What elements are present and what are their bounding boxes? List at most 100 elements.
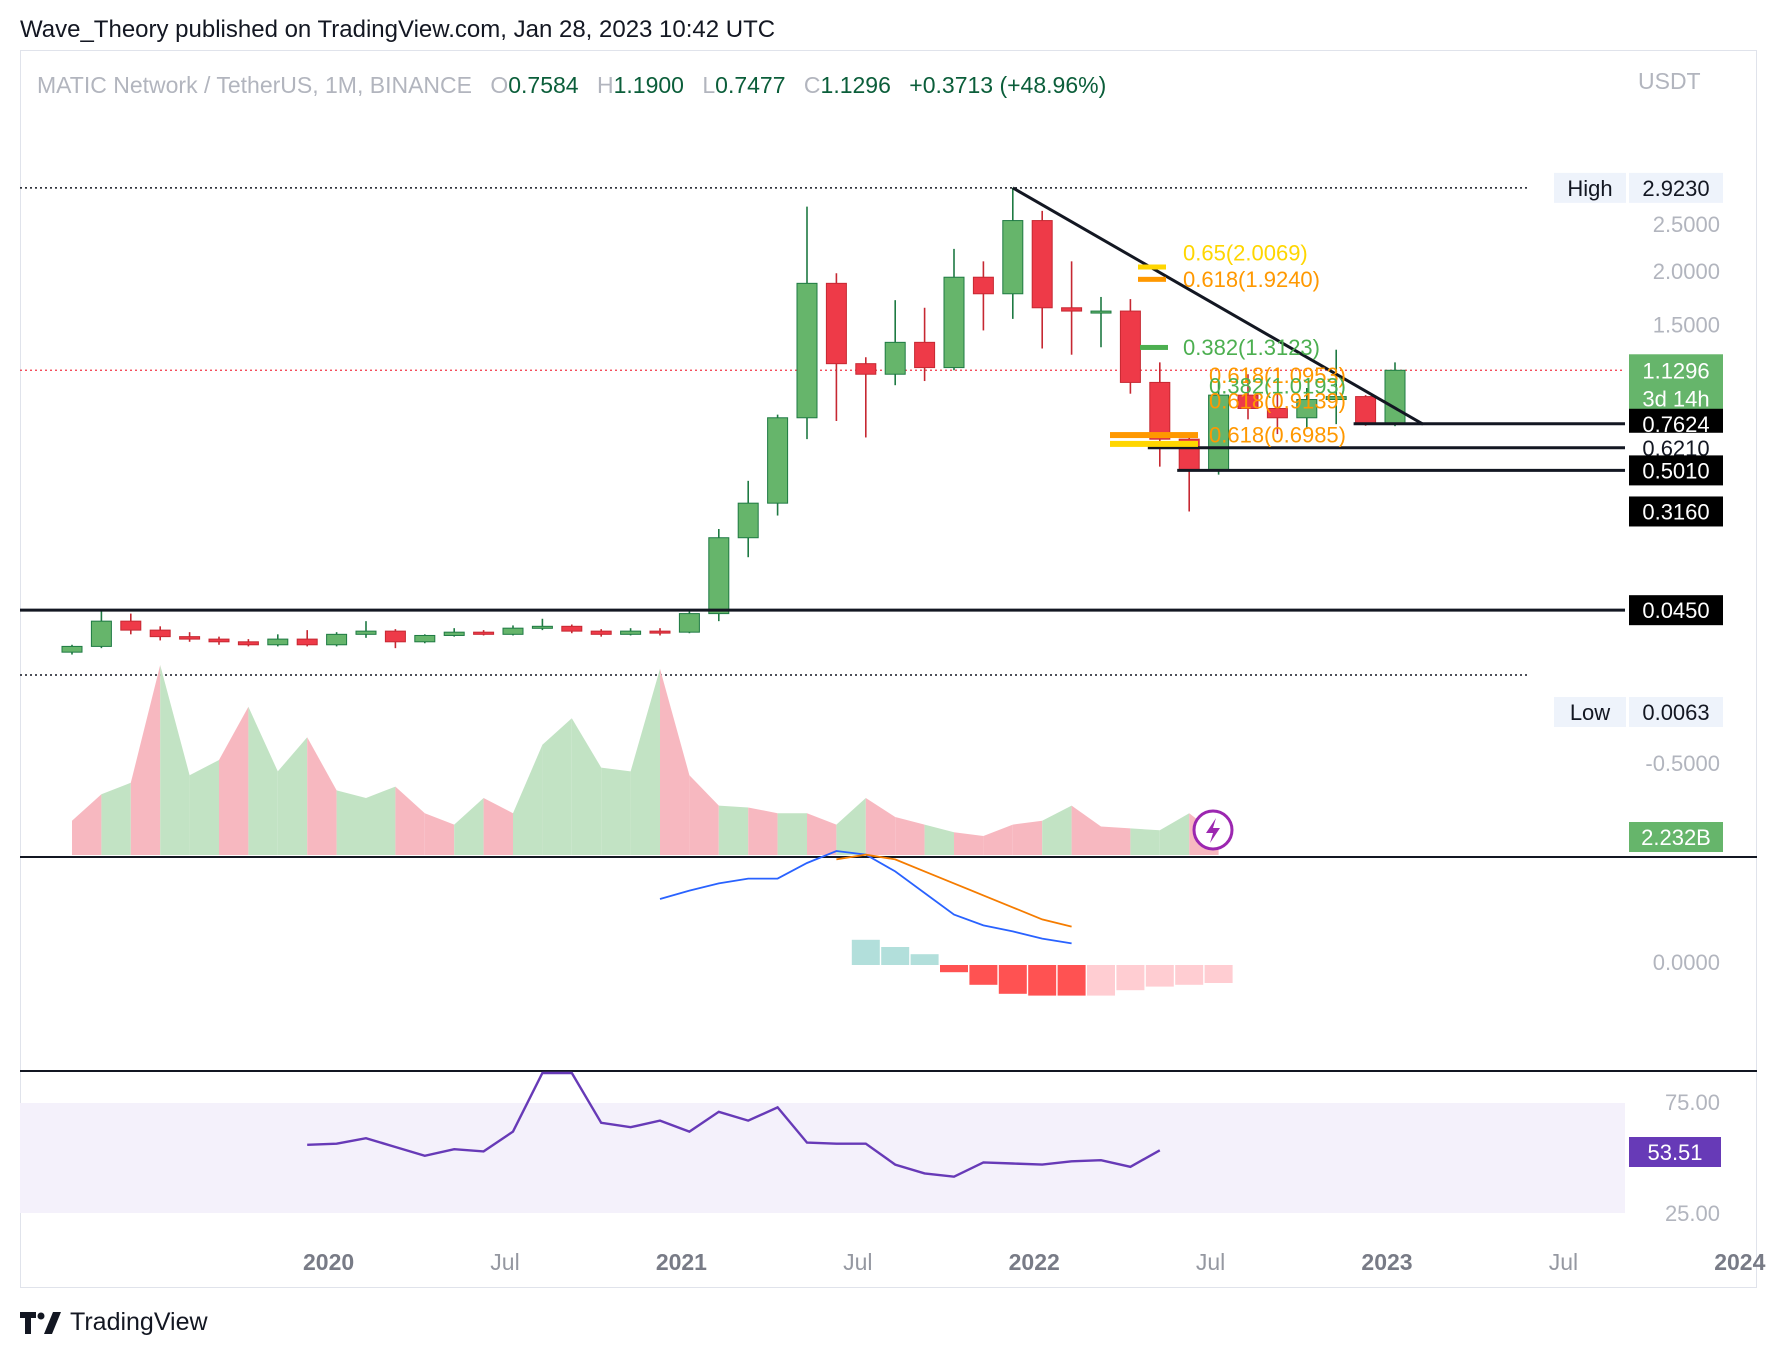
volume-area-segment	[336, 790, 366, 855]
fib-marker	[1140, 344, 1168, 350]
candle-body	[326, 633, 348, 646]
candle-body	[296, 638, 318, 646]
low-value: 0.7477	[715, 72, 786, 98]
macd-histogram-bar	[881, 947, 910, 965]
price-label-box	[1629, 172, 1723, 203]
price-label-box	[1629, 455, 1723, 486]
time-axis-label: 2024	[1714, 1249, 1765, 1275]
fib-marker	[1110, 432, 1198, 439]
close-value: 1.1296	[820, 72, 891, 98]
volume-area-segment	[1159, 813, 1190, 855]
candle-body	[590, 630, 612, 635]
volume-axis-label: -0.5000	[1645, 751, 1720, 776]
macd-histogram-bar	[1057, 965, 1086, 996]
candle-body	[649, 630, 671, 634]
fib-label: 0.618(1.0953)	[1209, 363, 1346, 388]
volume-area-segment	[1012, 820, 1043, 855]
brand-name: TradingView	[70, 1308, 208, 1336]
price-label-box	[1629, 496, 1723, 527]
candle-body	[708, 537, 730, 615]
tradingview-logo-icon[interactable]	[20, 1311, 62, 1334]
fib-label: 0.382(1.3123)	[1183, 335, 1320, 360]
candle-body	[737, 502, 759, 539]
volume-area-segment	[1101, 826, 1131, 855]
candle-body	[502, 627, 524, 635]
candle-body	[1237, 394, 1259, 409]
candle-body	[267, 638, 289, 646]
candle-body	[237, 641, 259, 646]
candle-body	[1119, 310, 1141, 383]
candle-body	[1090, 310, 1112, 314]
volume-area-segment	[924, 824, 954, 855]
macd-histogram-bar	[1204, 965, 1233, 983]
volume-area-segment	[72, 794, 102, 855]
volume-area-segment	[101, 782, 131, 855]
fib-marker	[1138, 276, 1166, 282]
candle-body	[1061, 307, 1083, 312]
high-label: H	[597, 72, 614, 98]
macd-histogram-bar	[940, 965, 968, 973]
candle-body	[531, 625, 553, 629]
price-label-value: 0.5010	[1642, 458, 1709, 483]
price-axis-label: 2.0000	[1653, 259, 1720, 284]
change-value: +0.3713 (+48.96%)	[909, 72, 1107, 98]
price-label-box	[1629, 354, 1723, 411]
candle-body	[90, 620, 112, 647]
volume-area-segment	[777, 813, 807, 855]
time-axis-label: Jul	[843, 1249, 872, 1275]
rsi-value: 53.51	[1647, 1140, 1702, 1165]
volume-area-segment	[748, 807, 778, 855]
fib-label: 0.618(1.9240)	[1183, 267, 1320, 292]
macd-series-line	[659, 850, 1072, 945]
time-axis-label: Jul	[1196, 1249, 1225, 1275]
candle-body	[1002, 220, 1024, 295]
price-label-value: 0.0450	[1642, 598, 1709, 623]
rsi-band	[20, 1103, 1625, 1213]
candle-body	[620, 630, 642, 635]
candle-body	[355, 630, 377, 635]
volume-area-segment	[807, 813, 837, 855]
volume-area-segment	[130, 665, 161, 855]
volume-area-segment	[395, 786, 425, 855]
volume-area-segment	[219, 706, 249, 855]
footer: TradingView	[20, 1308, 208, 1337]
candle-body	[414, 634, 436, 643]
candle-body	[972, 276, 994, 295]
volume-area-segment	[513, 744, 543, 855]
price-axis-label: 1.5000	[1653, 313, 1720, 338]
price-label-tag: High	[1567, 176, 1612, 201]
publisher-line: Wave_Theory published on TradingView.com…	[20, 16, 776, 43]
volume-area-segment	[983, 824, 1013, 855]
candle-body	[1296, 399, 1318, 419]
candle-body	[1031, 220, 1053, 309]
macd-histogram-bar	[969, 965, 998, 985]
volume-area-segment	[865, 798, 896, 855]
ohlc-legend: MATIC Network / TetherUS, 1M, BINANCE O0…	[37, 72, 1106, 99]
candle-body	[1384, 369, 1406, 425]
macd-series-line	[836, 853, 1072, 928]
volume-area-segment	[954, 832, 984, 855]
volume-area-segment	[277, 737, 308, 855]
volume-area-segment	[571, 718, 602, 855]
candle-body	[61, 645, 83, 653]
lightning-bolt-icon	[1206, 818, 1220, 843]
macd-histogram-bar	[910, 954, 939, 965]
volume-area-segment	[542, 718, 572, 855]
time-axis-label: Jul	[490, 1249, 519, 1275]
candle-body	[884, 341, 906, 375]
volume-area-segment	[601, 767, 631, 855]
fib-marker	[1110, 440, 1198, 447]
price-label-value: 2.9230	[1642, 176, 1709, 201]
price-label-tag: Low	[1570, 700, 1610, 725]
macd-histogram-bar	[1145, 965, 1174, 987]
chart-frame	[20, 50, 1757, 1288]
candle-body	[855, 363, 877, 375]
chart-canvas[interactable]: 2.5000 2.0000 1.5000 0.65(2.0069)0.618(1.92…	[0, 0, 1772, 1300]
macd-histogram-bar	[1087, 965, 1115, 996]
volume-area-segment	[718, 805, 749, 855]
fib-label: 0.618(0.6985)	[1209, 422, 1346, 447]
candle-body	[120, 620, 142, 631]
price-label-value: 0.0063	[1642, 700, 1709, 725]
rsi-axis-label: 25.00	[1665, 1201, 1720, 1226]
candle-body	[1355, 396, 1377, 425]
